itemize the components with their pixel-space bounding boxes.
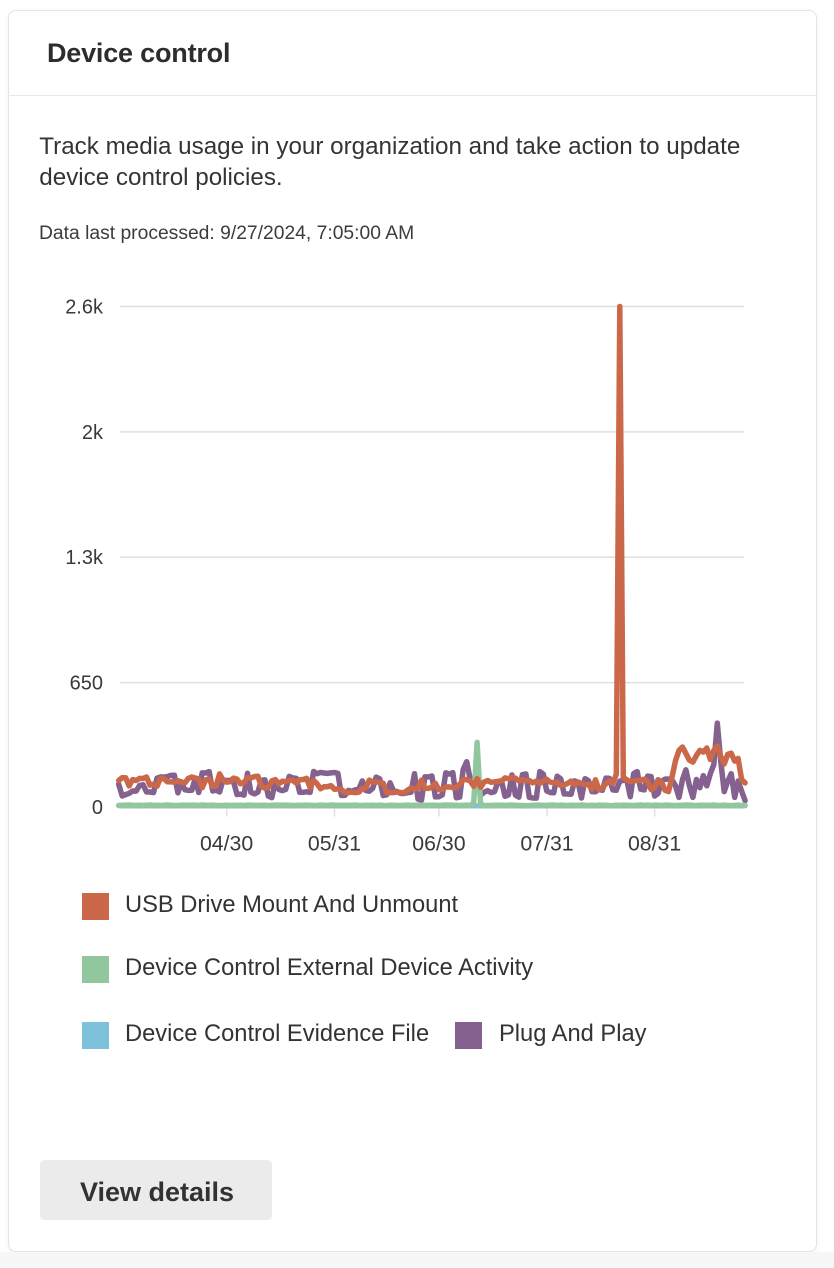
svg-text:0: 0 xyxy=(92,797,103,819)
svg-text:04/30: 04/30 xyxy=(200,832,253,856)
svg-text:1.3k: 1.3k xyxy=(65,547,104,569)
svg-text:2.6k: 2.6k xyxy=(65,297,104,319)
svg-text:07/31: 07/31 xyxy=(520,832,573,856)
svg-text:650: 650 xyxy=(70,673,103,695)
svg-text:08/31: 08/31 xyxy=(628,832,681,856)
svg-text:2k: 2k xyxy=(82,422,104,444)
svg-text:05/31: 05/31 xyxy=(308,832,361,856)
svg-text:06/30: 06/30 xyxy=(412,832,465,856)
